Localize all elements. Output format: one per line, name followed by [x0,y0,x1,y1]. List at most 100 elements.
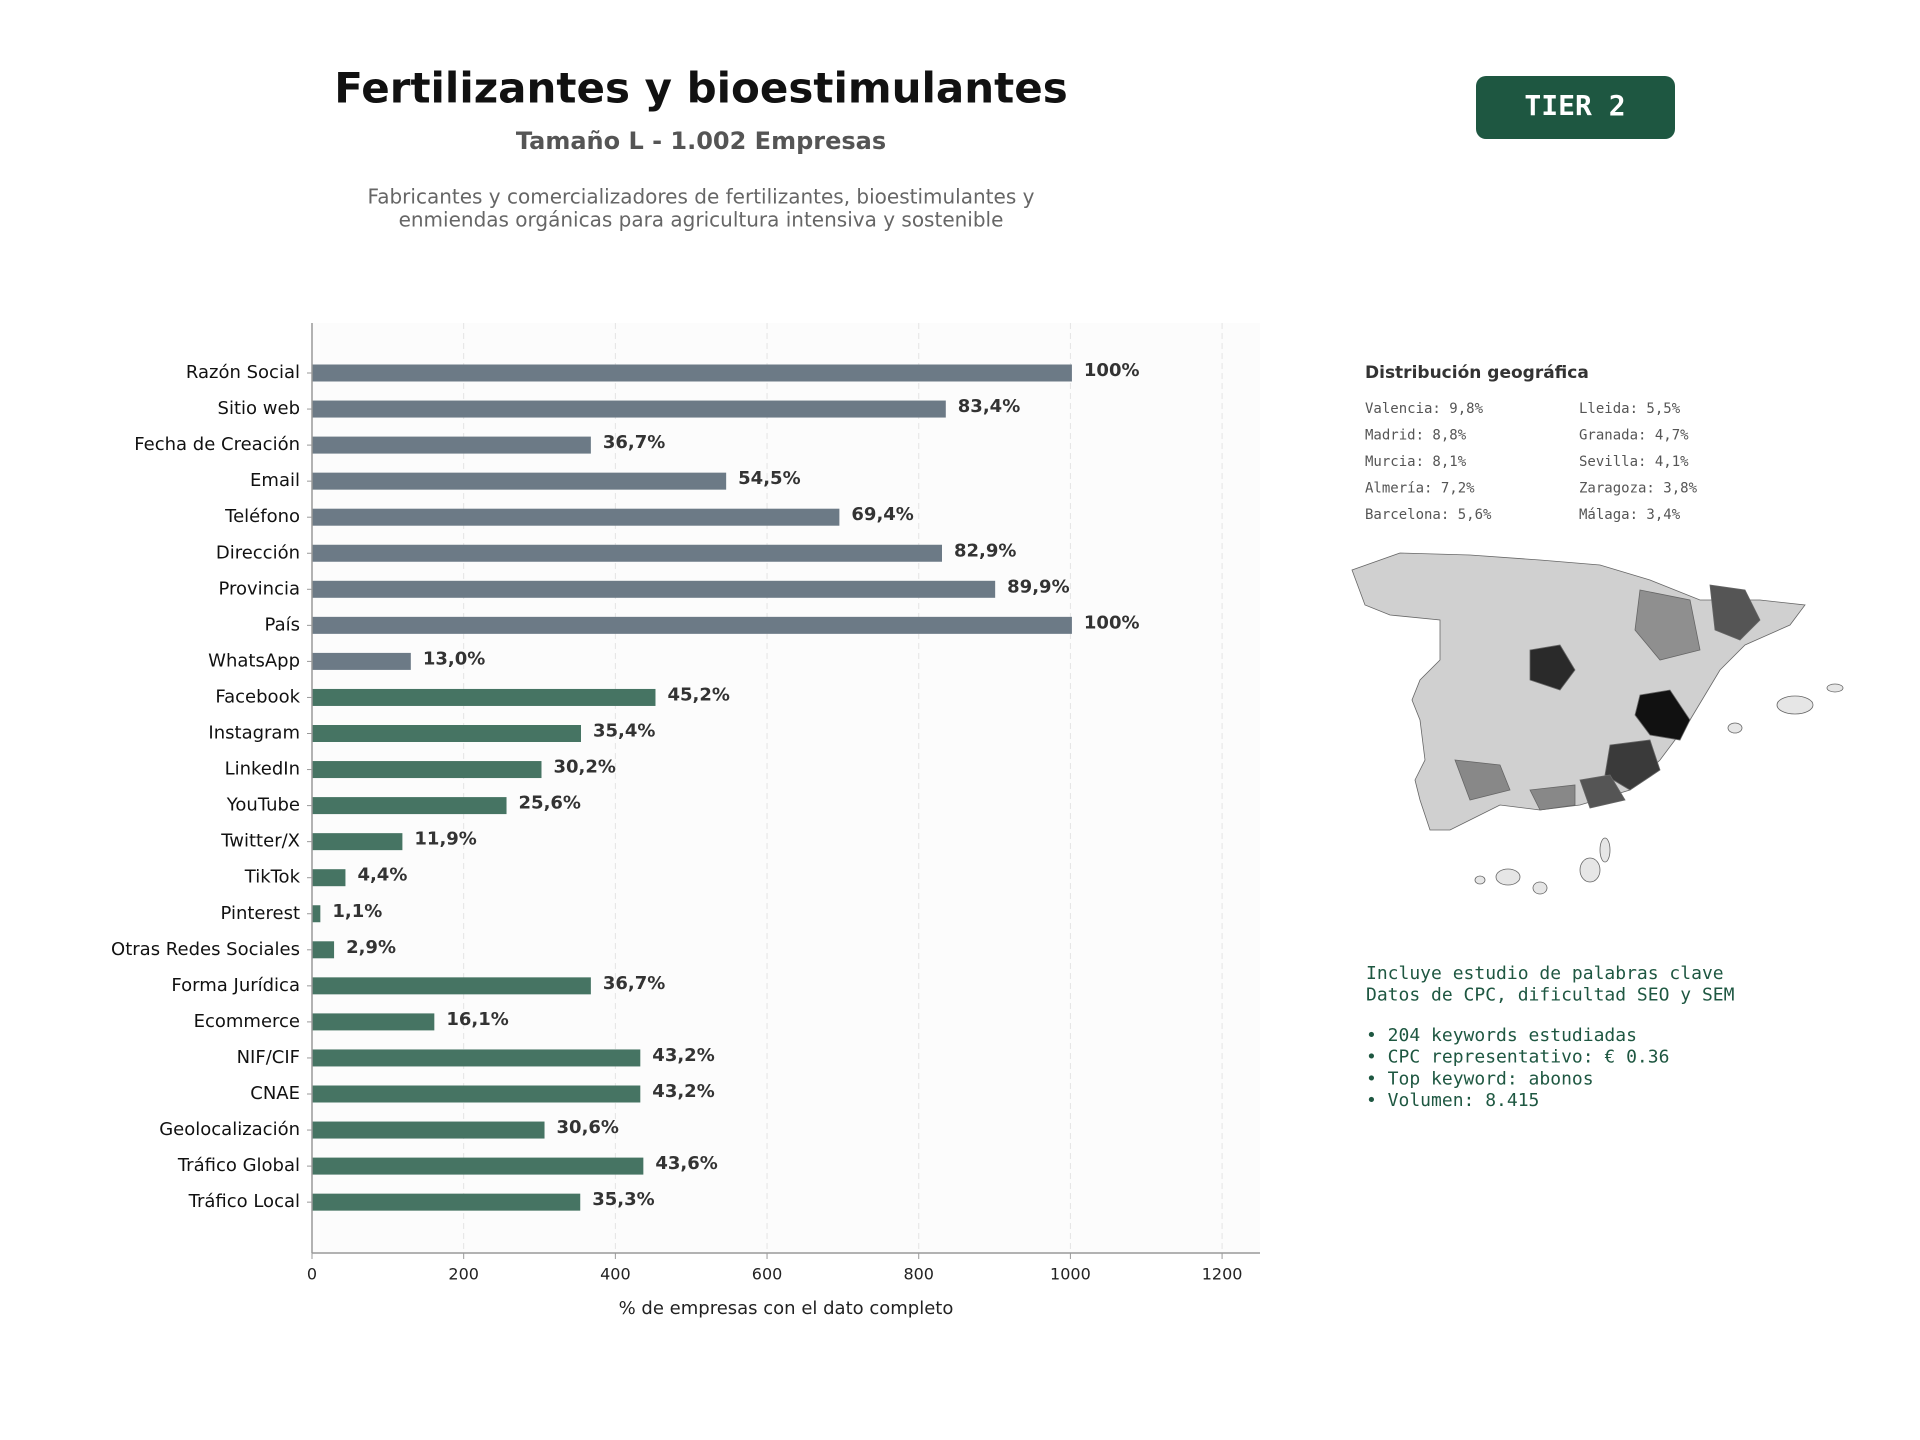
map-region [1579,774,1626,809]
bar [312,761,542,779]
y-tick-label: Email [250,470,300,491]
x-tick-label: 600 [752,1265,783,1284]
bar [312,544,943,562]
bar [312,688,656,706]
value-label: 43,2% [652,1045,714,1066]
value-label: 54,5% [738,468,800,489]
map-region [1634,689,1691,741]
geo-item: Zaragoza: 3,8% [1579,481,1698,497]
map-island [1474,875,1486,885]
badge: TIER 2 [1524,89,1625,122]
value-label: 13,0% [423,648,485,669]
map [1351,552,1844,895]
map-region [1709,584,1761,641]
keyword-bullet: • CPC representativo: € 0.36 [1366,1047,1669,1068]
bar [312,1157,644,1175]
value-label: 30,6% [557,1117,619,1138]
value-label: 30,2% [553,757,615,778]
geo-item: Sevilla: 4,1% [1579,454,1689,470]
bar [312,1049,641,1067]
geo-item: Lleida: 5,5% [1579,401,1681,417]
map-island [1776,695,1814,715]
map-island [1826,683,1844,693]
keyword-bullet: • Top keyword: abonos [1366,1068,1594,1089]
bar [312,869,346,887]
y-tick-label: WhatsApp [208,650,300,671]
value-label: 82,9% [954,540,1016,561]
x-axis-label: % de empresas con el dato completo [619,1298,954,1319]
bar [312,833,403,851]
y-tick-label: LinkedIn [225,759,300,780]
bar [312,941,335,959]
x-tick-label: 0 [307,1265,317,1284]
value-label: 16,1% [446,1009,508,1030]
keyword-note: Datos de CPC, dificultad SEO y SEM [1366,985,1735,1006]
keyword-note: Incluye estudio de palabras clave [1366,963,1724,984]
bar [312,580,996,598]
map-region [1634,589,1701,661]
y-tick-label: CNAE [250,1083,300,1104]
map-island [1599,837,1611,863]
bar [312,1013,435,1031]
value-label: 100% [1084,612,1140,633]
map-island [1532,881,1548,895]
y-tick-label: Instagram [208,723,300,744]
geo-title: Distribución geográfica [1365,363,1589,383]
y-tick-label: Facebook [215,686,300,707]
x-tick-label: 1200 [1202,1265,1243,1284]
bar [312,1085,641,1103]
value-label: 69,4% [851,504,913,525]
x-tick-label: 200 [448,1265,479,1284]
map-island [1579,857,1601,883]
badge-box [1476,76,1675,139]
bar [312,905,321,923]
x-tick-label: 400 [600,1265,631,1284]
value-label: 1,1% [332,901,382,922]
y-tick-label: TikTok [244,867,301,888]
y-tick-label: YouTube [226,795,300,816]
value-label: 100% [1084,360,1140,381]
y-tick-label: Provincia [218,578,300,599]
map-region [1529,784,1576,811]
value-label: 2,9% [346,937,396,958]
y-tick-label: Fecha de Creación [134,434,300,455]
bar [312,725,582,742]
value-label: 36,7% [603,432,665,453]
y-tick-label: Razón Social [186,362,300,383]
y-tick-label: Twitter/X [220,831,300,852]
value-label: 35,3% [592,1189,654,1210]
bar [312,364,1072,382]
value-label: 43,6% [655,1153,717,1174]
value-label: 83,4% [958,396,1020,417]
y-tick-label: Pinterest [220,903,300,924]
map-region [1529,644,1576,691]
bar [312,797,507,815]
bar [312,616,1072,634]
bar [312,652,411,670]
map-island [1495,868,1521,886]
geo-item: Barcelona: 5,6% [1365,507,1492,523]
value-label: 43,2% [652,1081,714,1102]
x-tick-label: 1000 [1050,1265,1091,1284]
y-tick-label: NIF/CIF [237,1047,300,1068]
y-tick-label: Geolocalización [159,1119,300,1140]
value-label: 11,9% [414,829,476,850]
geo-item: Murcia: 8,1% [1365,454,1467,470]
y-tick-label: Ecommerce [194,1011,300,1032]
map-island [1727,722,1743,734]
bar [312,472,727,490]
value-label: 35,4% [593,721,655,742]
bar [312,977,591,995]
plot-area [312,323,1260,1253]
y-tick-label: País [265,614,300,635]
subtitle: Tamaño L - 1.002 Empresas [516,127,886,155]
value-label: 25,6% [519,793,581,814]
geo-item: Madrid: 8,8% [1365,428,1467,444]
y-tick-label: Tráfico Global [177,1155,300,1176]
value-label: 45,2% [667,684,729,705]
bar [312,400,946,418]
y-tick-label: Sitio web [218,398,300,419]
keyword-bullet: • 204 keywords estudiadas [1366,1025,1637,1046]
map-region [1604,739,1661,791]
